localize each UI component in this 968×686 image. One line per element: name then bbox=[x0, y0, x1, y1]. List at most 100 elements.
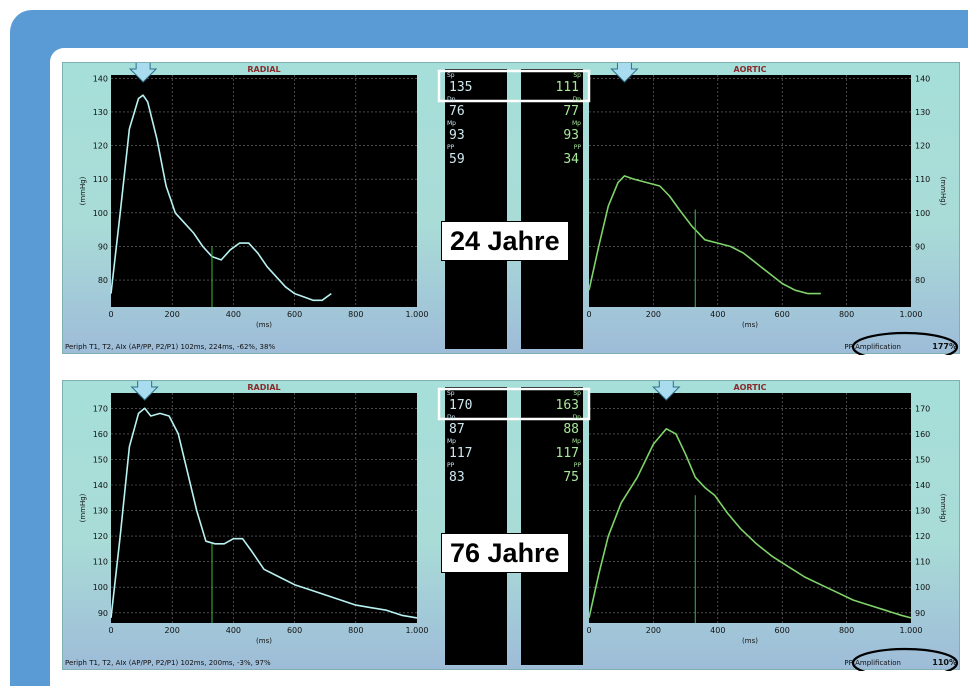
readout-left-value: 93 bbox=[449, 128, 465, 143]
sp-highlight-box bbox=[437, 69, 591, 103]
y-tick-label: 100 bbox=[915, 209, 930, 218]
readout-left-value: 135 bbox=[449, 80, 472, 95]
y-tick-label: 120 bbox=[93, 532, 108, 541]
x-tick-label: 1.000 bbox=[406, 626, 429, 635]
y-tick-label: 90 bbox=[98, 609, 108, 618]
x-tick-label: 800 bbox=[348, 310, 363, 319]
readout-right-label: Dp bbox=[573, 96, 582, 103]
x-tick-label: 800 bbox=[839, 310, 854, 319]
readout-left-label: Dp bbox=[447, 414, 456, 421]
readout-left-value: 59 bbox=[449, 152, 465, 167]
pp-amplification-value: 110% bbox=[932, 658, 957, 667]
down-arrow-icon bbox=[652, 381, 681, 401]
hand-drawn-circle bbox=[851, 647, 959, 671]
x-tick-label: 600 bbox=[287, 310, 302, 319]
readout-left-value: 117 bbox=[449, 446, 472, 461]
sp-highlight-box bbox=[437, 387, 591, 421]
x-tick-label: 0 bbox=[108, 626, 113, 635]
y-axis-label: (mmHg) bbox=[939, 494, 947, 523]
monitor-display-bottom: RADIAL 0 200 400 600 800 1.000 170 160 150 140 130 1… bbox=[65, 381, 959, 671]
x-axis-label: (ms) bbox=[742, 637, 758, 645]
x-tick-label: 600 bbox=[287, 626, 302, 635]
y-tick-label: 140 bbox=[93, 481, 108, 490]
y-axis-label: (mmHg) bbox=[79, 176, 87, 205]
readout-left-value: 87 bbox=[449, 422, 465, 437]
readout-left-label: PP bbox=[447, 462, 455, 469]
y-tick-label: 120 bbox=[915, 532, 930, 541]
x-axis-label: (ms) bbox=[742, 321, 758, 329]
x-tick-label: 800 bbox=[839, 626, 854, 635]
radial-plot-area bbox=[111, 393, 417, 623]
readout-left-label: Sp bbox=[447, 72, 455, 79]
readout-right-label: Dp bbox=[573, 414, 582, 421]
readout-right-label: Sp bbox=[573, 72, 581, 79]
x-tick-label: 0 bbox=[586, 626, 591, 635]
readout-right-value: 111 bbox=[556, 80, 579, 95]
x-tick-label: 600 bbox=[775, 626, 790, 635]
aortic-waveform-line bbox=[588, 428, 912, 619]
readout-right-value: 93 bbox=[563, 128, 579, 143]
x-tick-label: 0 bbox=[108, 310, 113, 319]
readout-column-right bbox=[521, 69, 583, 349]
y-tick-label: 80 bbox=[98, 276, 108, 285]
y-tick-label: 140 bbox=[93, 74, 108, 83]
y-tick-label: 100 bbox=[93, 209, 108, 218]
readout-left-value: 170 bbox=[449, 398, 472, 413]
x-tick-label: 400 bbox=[226, 626, 241, 635]
down-arrow-icon bbox=[130, 381, 159, 401]
y-tick-label: 100 bbox=[93, 583, 108, 592]
panel-24-jahre: RADIAL 0 200 400 600 800 1.000 140 130 120 110 100 9… bbox=[62, 62, 960, 355]
readout-right-label: Sp bbox=[573, 390, 581, 397]
y-tick-label: 150 bbox=[915, 455, 930, 464]
y-tick-label: 120 bbox=[915, 142, 930, 151]
radial-waveform-line bbox=[110, 94, 332, 302]
y-tick-label: 90 bbox=[915, 609, 925, 618]
y-tick-label: 140 bbox=[915, 74, 930, 83]
x-tick-label: 400 bbox=[710, 626, 725, 635]
y-tick-label: 90 bbox=[915, 242, 925, 251]
x-tick-label: 600 bbox=[775, 310, 790, 319]
readout-left-label: Mp bbox=[447, 120, 456, 127]
down-arrow-icon bbox=[128, 63, 158, 83]
readout-right-label: PP bbox=[574, 462, 582, 469]
y-tick-label: 170 bbox=[93, 404, 108, 413]
x-tick-label: 400 bbox=[710, 310, 725, 319]
readout-left-label: Dp bbox=[447, 96, 456, 103]
radial-plot-area bbox=[111, 75, 417, 307]
y-tick-label: 160 bbox=[93, 430, 108, 439]
pp-amplification-label: PP Amplification bbox=[844, 343, 901, 351]
pp-amplification-label: PP Amplification bbox=[844, 659, 901, 667]
readout-right-value: 34 bbox=[563, 152, 579, 167]
radial-title: RADIAL bbox=[247, 65, 280, 74]
y-tick-label: 140 bbox=[915, 481, 930, 490]
x-tick-label: 200 bbox=[646, 310, 661, 319]
readout-left-value: 76 bbox=[449, 104, 465, 119]
y-tick-label: 110 bbox=[93, 175, 108, 184]
readout-left-label: Sp bbox=[447, 390, 455, 397]
x-tick-label: 1.000 bbox=[900, 310, 923, 319]
panel-76-jahre: RADIAL 0 200 400 600 800 1.000 170 160 150 140 130 1… bbox=[62, 380, 960, 671]
readout-column-left bbox=[445, 387, 507, 665]
y-tick-label: 110 bbox=[915, 175, 930, 184]
y-axis-label: (mmHg) bbox=[939, 177, 947, 206]
down-arrow-icon bbox=[610, 63, 639, 83]
readout-right-label: Mp bbox=[572, 120, 581, 127]
readout-column-right bbox=[521, 387, 583, 665]
x-tick-label: 400 bbox=[226, 310, 241, 319]
y-tick-label: 150 bbox=[93, 455, 108, 464]
y-axis-label: (mmHg) bbox=[79, 493, 87, 522]
x-tick-label: 200 bbox=[165, 626, 180, 635]
y-tick-label: 100 bbox=[915, 583, 930, 592]
y-tick-label: 110 bbox=[93, 558, 108, 567]
y-tick-label: 80 bbox=[915, 276, 925, 285]
x-tick-label: 0 bbox=[586, 310, 591, 319]
y-tick-label: 90 bbox=[98, 242, 108, 251]
hand-drawn-circle bbox=[851, 331, 959, 355]
x-tick-label: 800 bbox=[348, 626, 363, 635]
x-tick-label: 1.000 bbox=[406, 310, 429, 319]
x-axis-label: (ms) bbox=[256, 637, 272, 645]
y-tick-label: 130 bbox=[93, 507, 108, 516]
pp-amplification-value: 177% bbox=[932, 342, 957, 351]
